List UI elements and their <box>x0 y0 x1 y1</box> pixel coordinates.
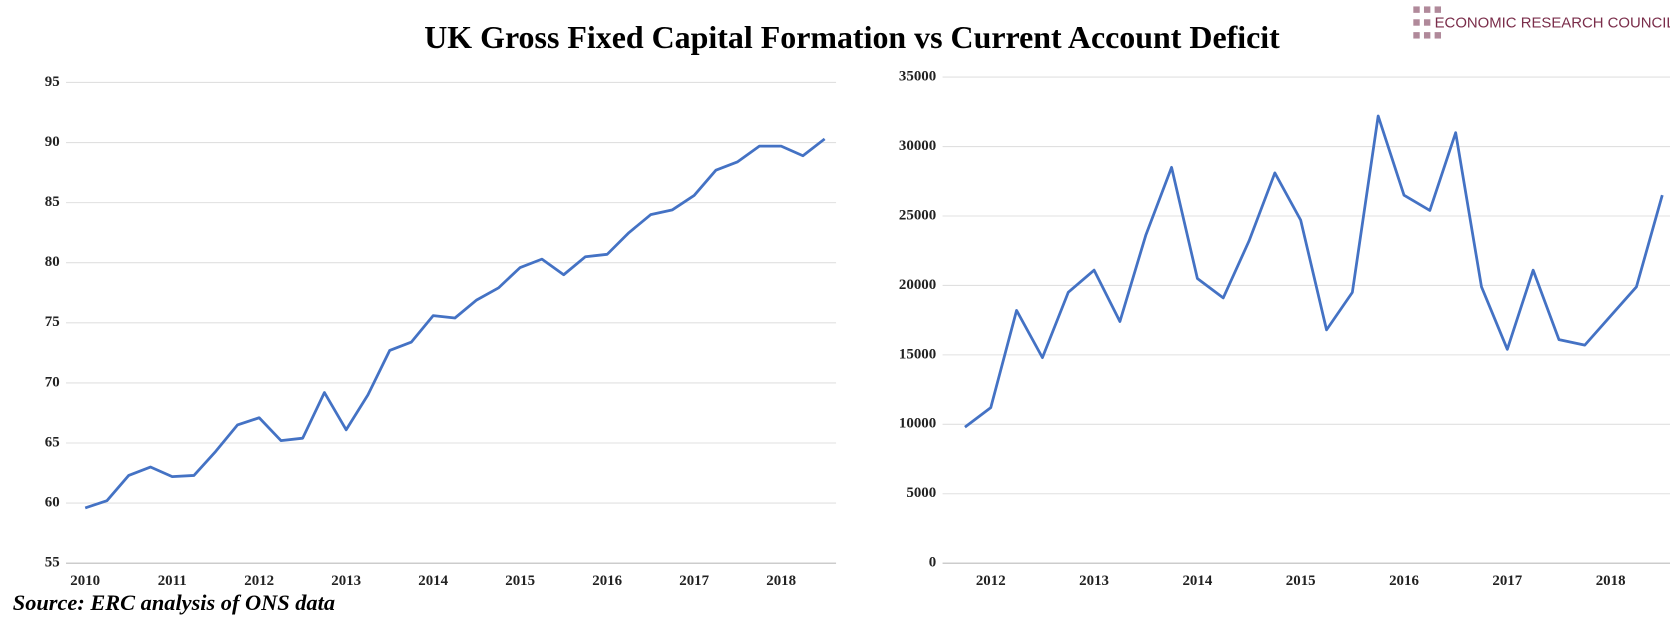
x-tick-label: 2018 <box>1596 573 1626 589</box>
x-tick-label: 2013 <box>331 573 361 589</box>
y-tick-label: 85 <box>45 194 60 210</box>
y-tick-label: 55 <box>45 555 60 571</box>
x-tick-label: 2017 <box>679 573 709 589</box>
logo-mark <box>1413 6 1442 39</box>
y-tick-label: 30000 <box>899 138 936 154</box>
x-tick-label: 2018 <box>766 573 796 589</box>
x-tick-label: 2014 <box>1182 573 1212 589</box>
y-tick-label: 60 <box>45 495 60 511</box>
y-tick-label: 65 <box>45 434 60 450</box>
y-tick-label: 5000 <box>906 485 936 501</box>
x-tick-label: 2014 <box>418 573 448 589</box>
x-tick-label: 2013 <box>1079 573 1109 589</box>
y-tick-label: 90 <box>45 134 60 150</box>
source-note: Source: ERC analysis of ONS data <box>13 590 335 615</box>
x-tick-label: 2011 <box>158 573 187 589</box>
y-tick-label: 10000 <box>899 416 936 432</box>
y-tick-label: 75 <box>45 314 60 330</box>
y-tick-label: 70 <box>45 374 60 390</box>
x-tick-label: 2016 <box>1389 573 1419 589</box>
y-tick-label: 15000 <box>899 346 936 362</box>
y-tick-label: 80 <box>45 254 60 270</box>
logo-text: ECONOMIC RESEARCH COUNCIL <box>1435 14 1670 31</box>
y-tick-label: 0 <box>929 555 936 571</box>
x-tick-label: 2012 <box>976 573 1006 589</box>
y-tick-label: 95 <box>45 74 60 90</box>
data-line <box>964 114 1664 429</box>
x-tick-label: 2016 <box>592 573 622 589</box>
page-title: UK Gross Fixed Capital Formation vs Curr… <box>424 19 1280 55</box>
x-tick-label: 2015 <box>505 573 535 589</box>
x-tick-label: 2012 <box>244 573 274 589</box>
x-tick-label: 2015 <box>1286 573 1316 589</box>
x-tick-label: 2017 <box>1492 573 1522 589</box>
data-line <box>84 137 826 510</box>
y-tick-label: 20000 <box>899 277 936 293</box>
x-tick-label: 2010 <box>70 573 100 589</box>
y-tick-label: 25000 <box>899 207 936 223</box>
y-tick-label: 35000 <box>899 69 936 85</box>
